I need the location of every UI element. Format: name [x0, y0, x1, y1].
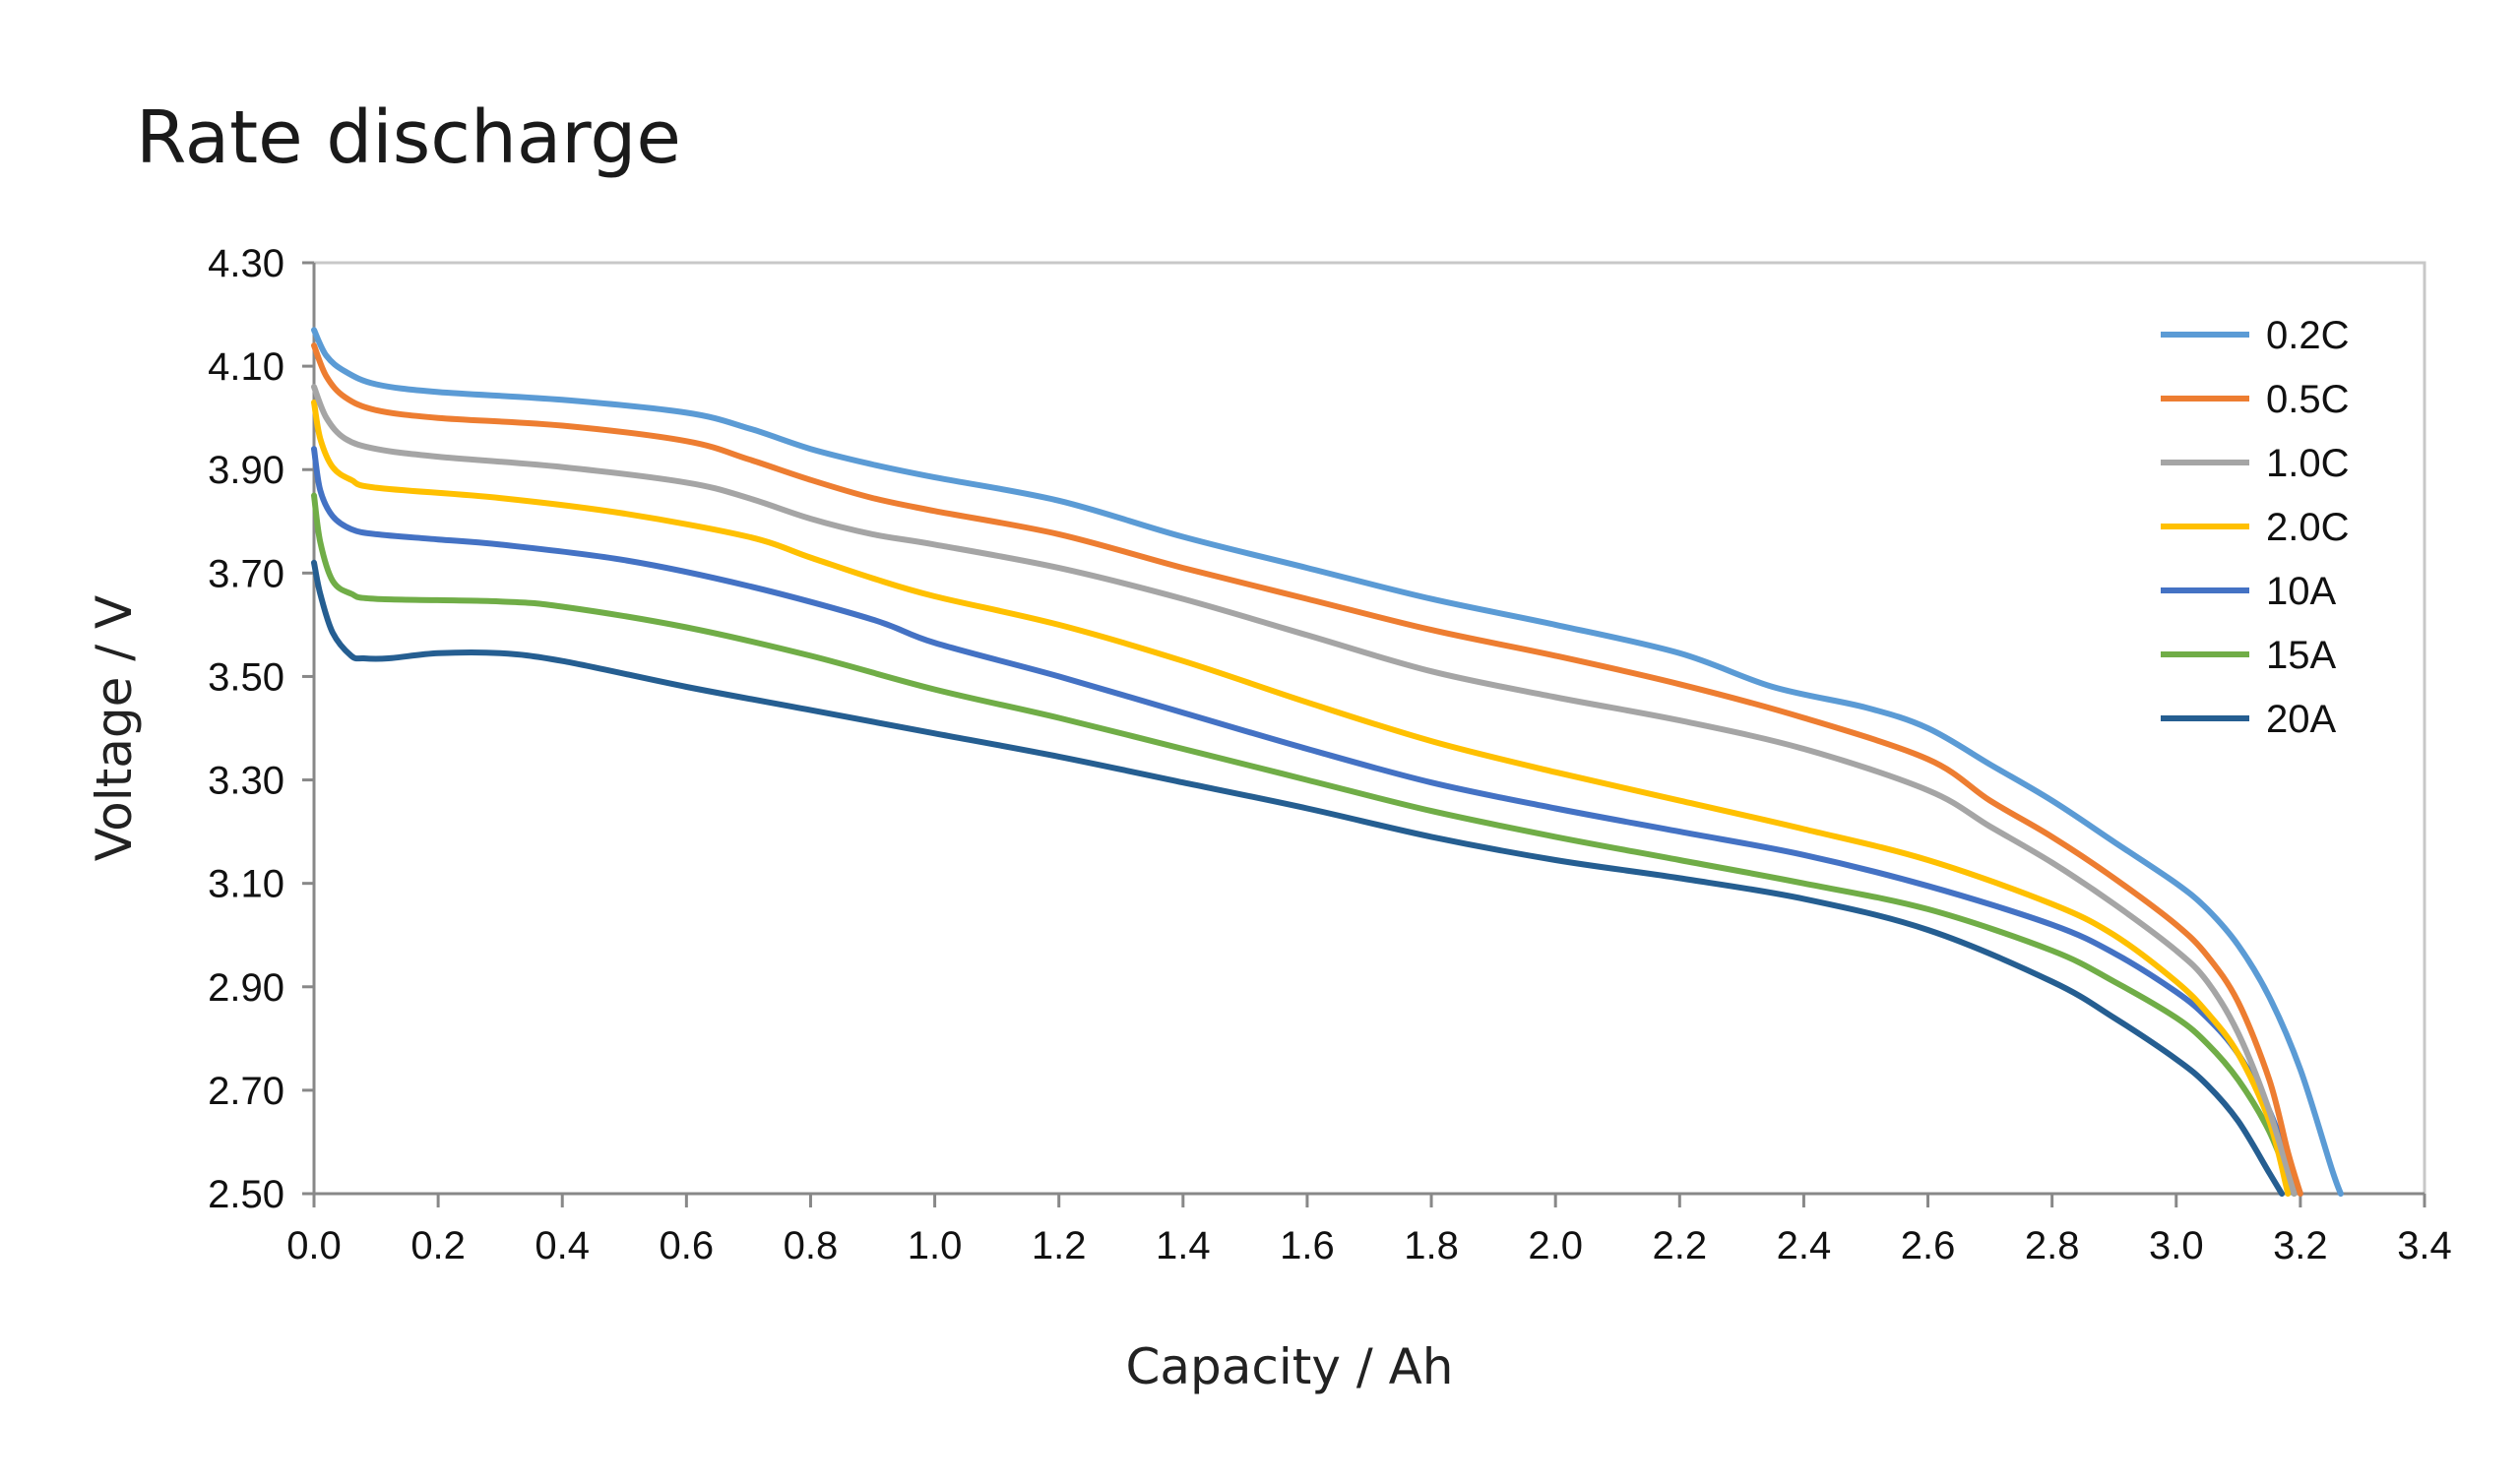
legend-label: 15A	[2266, 634, 2336, 677]
x-tick-label: 0.0	[286, 1224, 342, 1267]
y-tick-label: 2.90	[208, 966, 284, 1010]
x-tick-label: 2.6	[1901, 1224, 1956, 1267]
x-tick-label: 3.4	[2397, 1224, 2452, 1267]
series-line-0-5c	[311, 342, 2303, 1197]
series-line-1-0c	[311, 384, 2298, 1197]
y-tick-label: 2.70	[208, 1070, 284, 1113]
x-tick-label: 1.0	[908, 1224, 963, 1267]
x-tick-label: 1.6	[1280, 1224, 1335, 1267]
x-tick-label: 1.8	[1404, 1224, 1459, 1267]
y-axis-title: Voltage / V	[86, 595, 143, 861]
y-tick-label: 3.30	[208, 760, 284, 803]
series-line-0-2c	[311, 327, 2344, 1197]
y-tick-label: 4.30	[208, 242, 284, 285]
x-axis-title: Capacity / Ah	[1125, 1338, 1453, 1395]
x-tick-label: 3.0	[2149, 1224, 2204, 1267]
series-lines	[311, 327, 2344, 1197]
legend-label: 20A	[2266, 698, 2336, 741]
series-line-2-0c	[311, 399, 2292, 1197]
y-tick-label: 3.50	[208, 655, 284, 699]
x-tick-label: 0.2	[410, 1224, 466, 1267]
legend-label: 2.0C	[2266, 506, 2350, 549]
x-tick-label: 0.8	[784, 1224, 839, 1267]
x-tick-label: 3.2	[2273, 1224, 2328, 1267]
y-tick-label: 2.50	[208, 1173, 284, 1216]
plot-frame	[312, 261, 2426, 1196]
legend-label: 0.5C	[2266, 378, 2350, 421]
x-tick-label: 2.0	[1528, 1224, 1583, 1267]
x-tick-label: 2.2	[1652, 1224, 1707, 1267]
x-tick-label: 2.8	[2025, 1224, 2080, 1267]
y-tick-label: 3.70	[208, 552, 284, 595]
y-tick-label: 3.10	[208, 863, 284, 906]
x-tick-label: 1.2	[1032, 1224, 1087, 1267]
x-axis-ticks: 0.0 0.2 0.4 0.6 0.8 1.0 1.2 1.4 1.6 1.8 2.0 2.2 2.4 2…	[286, 1194, 2452, 1267]
series-line-20a	[311, 559, 2285, 1197]
legend: 0.2C 0.5C 1.0C 2.0C 10A 15A 20A	[2161, 314, 2350, 741]
series-line-15a	[311, 492, 2298, 1197]
x-tick-label: 2.4	[1777, 1224, 1832, 1267]
legend-label: 1.0C	[2266, 442, 2350, 485]
x-tick-label: 0.4	[535, 1224, 590, 1267]
series-line-10a	[311, 446, 2303, 1197]
y-tick-label: 3.90	[208, 449, 284, 492]
legend-label: 0.2C	[2266, 314, 2350, 357]
legend-label: 10A	[2266, 570, 2336, 613]
x-tick-label: 0.6	[660, 1224, 715, 1267]
x-tick-label: 1.4	[1156, 1224, 1211, 1267]
y-axis-ticks: 4.30 4.10 3.90 3.70 3.50 3.30 3.10 2.90 2.70 2.50	[208, 242, 314, 1216]
chart-title: Rate discharge	[136, 95, 681, 180]
y-tick-label: 4.10	[208, 345, 284, 389]
